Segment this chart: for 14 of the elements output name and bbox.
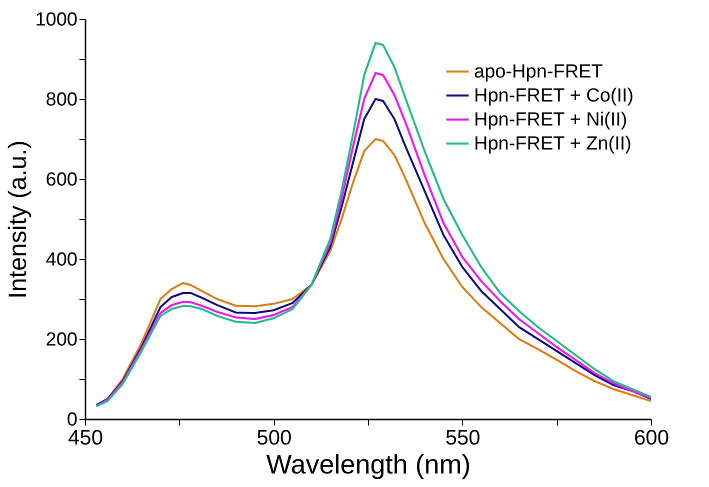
x-tick-label: 500	[256, 426, 292, 450]
y-tick-label: 600	[46, 170, 78, 190]
y-tick-label: 800	[46, 90, 78, 110]
x-tick-label: 600	[634, 426, 670, 450]
y-tick-label: 400	[46, 250, 78, 270]
legend-label: Hpn-FRET + Ni(II)	[474, 110, 628, 130]
x-axis-title: Wavelength (nm)	[266, 450, 471, 480]
legend-label: Hpn-FRET + Co(II)	[474, 86, 634, 106]
legend-label: apo-Hpn-FRET	[474, 62, 604, 82]
y-axis-title: Intensity (a.u.)	[4, 140, 32, 299]
y-tick-label: 1000	[35, 10, 78, 30]
y-tick-label: 200	[46, 330, 78, 350]
x-tick-label: 550	[445, 426, 480, 450]
legend-label: Hpn-FRET + Zn(II)	[474, 134, 632, 154]
